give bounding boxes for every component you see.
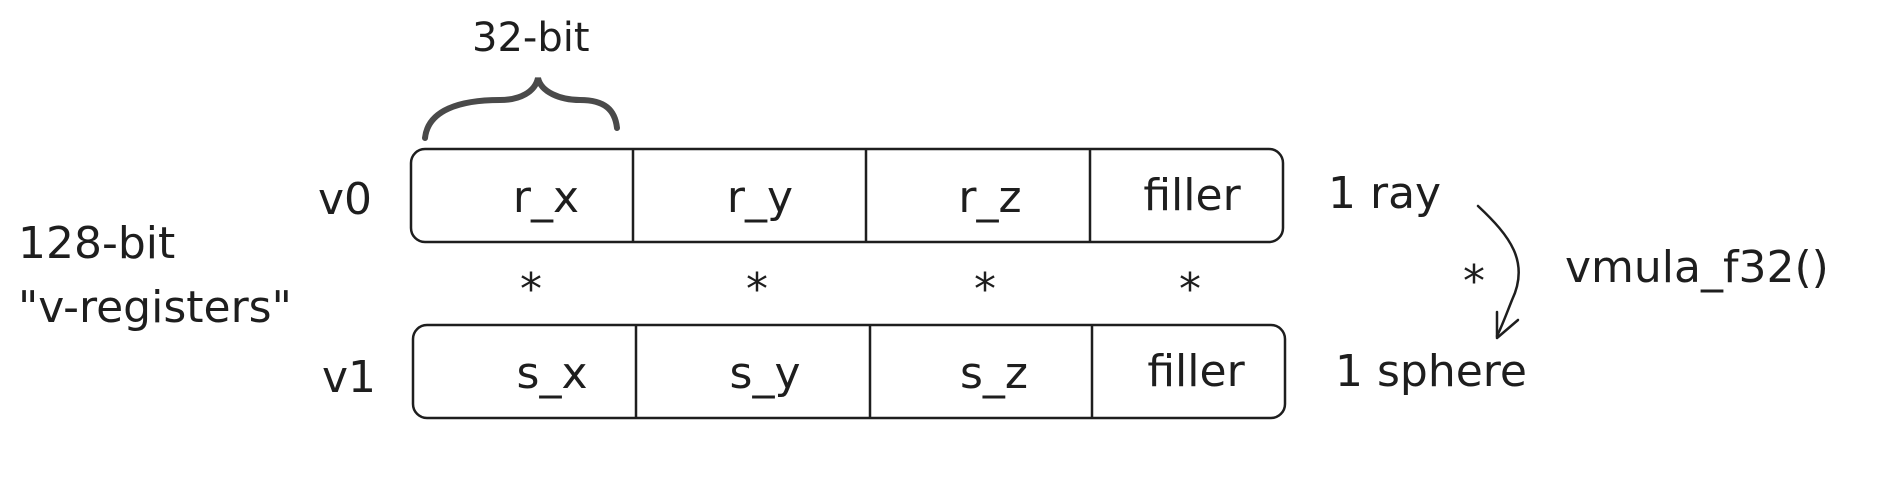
lane-2-operator: * (746, 264, 768, 315)
register-v0-box (409, 147, 1285, 244)
lane-1-operator: * (520, 264, 542, 315)
register-v1-lane-4: filler (1147, 346, 1245, 397)
register-v0-note: 1 ray (1328, 168, 1442, 219)
register-v0-name: v0 (318, 174, 373, 225)
instruction-operator: * (1463, 256, 1485, 307)
register-v1-name: v1 (322, 352, 377, 403)
lane-3-operator: * (974, 264, 996, 315)
bit-width-label: 32-bit (472, 15, 590, 61)
register-type-label-line2: "v-registers" (18, 282, 292, 333)
register-v1-lane-3: s_z (959, 348, 1029, 399)
register-v1-lane-2: s_y (729, 348, 801, 399)
instruction-label: vmula_f32() (1565, 242, 1829, 293)
register-v1-note: 1 sphere (1335, 346, 1527, 397)
register-v0-lane-2: r_y (726, 172, 794, 223)
register-v0-lane-3: r_z (958, 172, 1022, 223)
register-v1-lane-1: s_x (516, 348, 588, 399)
register-type-label-line1: 128-bit (18, 218, 176, 269)
register-v1-box (411, 323, 1287, 420)
multiply-arrow (1476, 204, 1521, 338)
register-v0-lane-4: filler (1143, 170, 1241, 221)
bit-width-brace (422, 76, 620, 141)
register-v0-lane-1: r_x (512, 172, 580, 223)
lane-4-operator: * (1179, 264, 1201, 315)
multiply-arrowhead (1495, 310, 1520, 340)
